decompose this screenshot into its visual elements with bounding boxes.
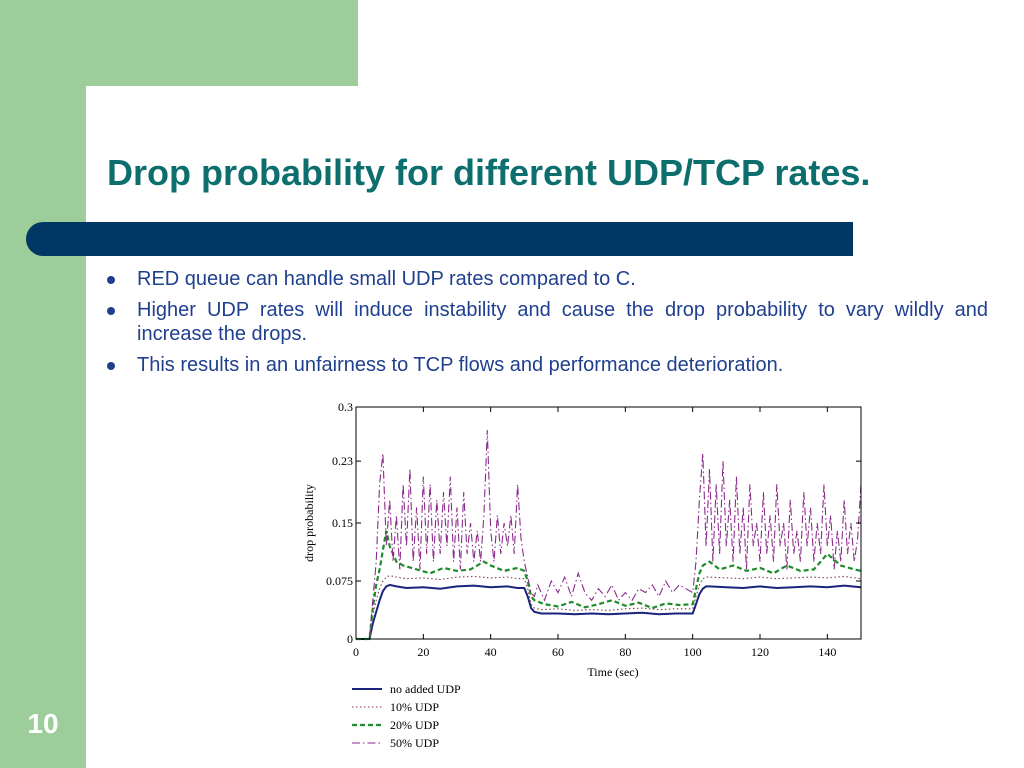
- plot-series-group: [356, 430, 862, 641]
- chart-legend: no added UDP 10% UDP 20% UDP 50% UDP: [352, 682, 461, 750]
- x-tick-label: 100: [684, 645, 702, 659]
- series-line-4: [356, 430, 862, 640]
- x-tick-label: 0: [353, 645, 359, 659]
- bullet-list: RED queue can handle small UDP rates com…: [106, 267, 988, 384]
- bullet-dot-icon: [107, 276, 115, 284]
- axis-ticks: 0 20 40 60 80 100 120 140 0 0.075 0.15 0.23 0.3: [326, 400, 861, 659]
- slide-panel: [86, 86, 1024, 768]
- y-tick-label: 0: [347, 632, 353, 646]
- bullet-dot-icon: [107, 307, 115, 315]
- x-tick-label: 80: [619, 645, 631, 659]
- legend-label-2: 10% UDP: [390, 700, 439, 714]
- legend-label-4: 50% UDP: [390, 736, 439, 750]
- slide-title: Drop probability for different UDP/TCP r…: [107, 152, 871, 193]
- bullet-text: Higher UDP rates will induce instability…: [137, 299, 988, 345]
- series-line-2: [356, 575, 862, 640]
- slide-number: 10: [27, 708, 59, 739]
- title-underline-bar: [26, 222, 853, 256]
- x-tick-label: 40: [485, 645, 497, 659]
- bullet-item: RED queue can handle small UDP rates com…: [106, 267, 988, 291]
- bullet-text: RED queue can handle small UDP rates com…: [137, 268, 636, 290]
- x-tick-label: 140: [818, 645, 836, 659]
- drop-probability-chart: 0 20 40 60 80 100 120 140 0 0.075 0.15 0.23 0.3 Time…: [302, 400, 862, 750]
- x-tick-label: 60: [552, 645, 564, 659]
- x-axis-label: Time (sec): [587, 665, 638, 679]
- bullet-item: This results in an unfairness to TCP flo…: [106, 353, 988, 377]
- bullet-item: Higher UDP rates will induce instability…: [106, 298, 988, 346]
- y-tick-label: 0.23: [332, 454, 353, 468]
- bullet-dot-icon: [107, 362, 115, 370]
- legend-label-1: no added UDP: [390, 682, 461, 696]
- bullet-text: This results in an unfairness to TCP flo…: [137, 354, 784, 376]
- top-green-band: [0, 0, 358, 86]
- y-axis-label: drop probability: [302, 484, 316, 562]
- series-line-1: [356, 583, 862, 640]
- x-tick-label: 20: [417, 645, 429, 659]
- y-tick-label: 0.075: [326, 574, 353, 588]
- x-tick-label: 120: [751, 645, 769, 659]
- y-tick-label: 0.15: [332, 516, 353, 530]
- left-green-band: [0, 0, 86, 768]
- series-line-3: [356, 530, 862, 641]
- legend-label-3: 20% UDP: [390, 718, 439, 732]
- y-tick-label: 0.3: [338, 400, 353, 414]
